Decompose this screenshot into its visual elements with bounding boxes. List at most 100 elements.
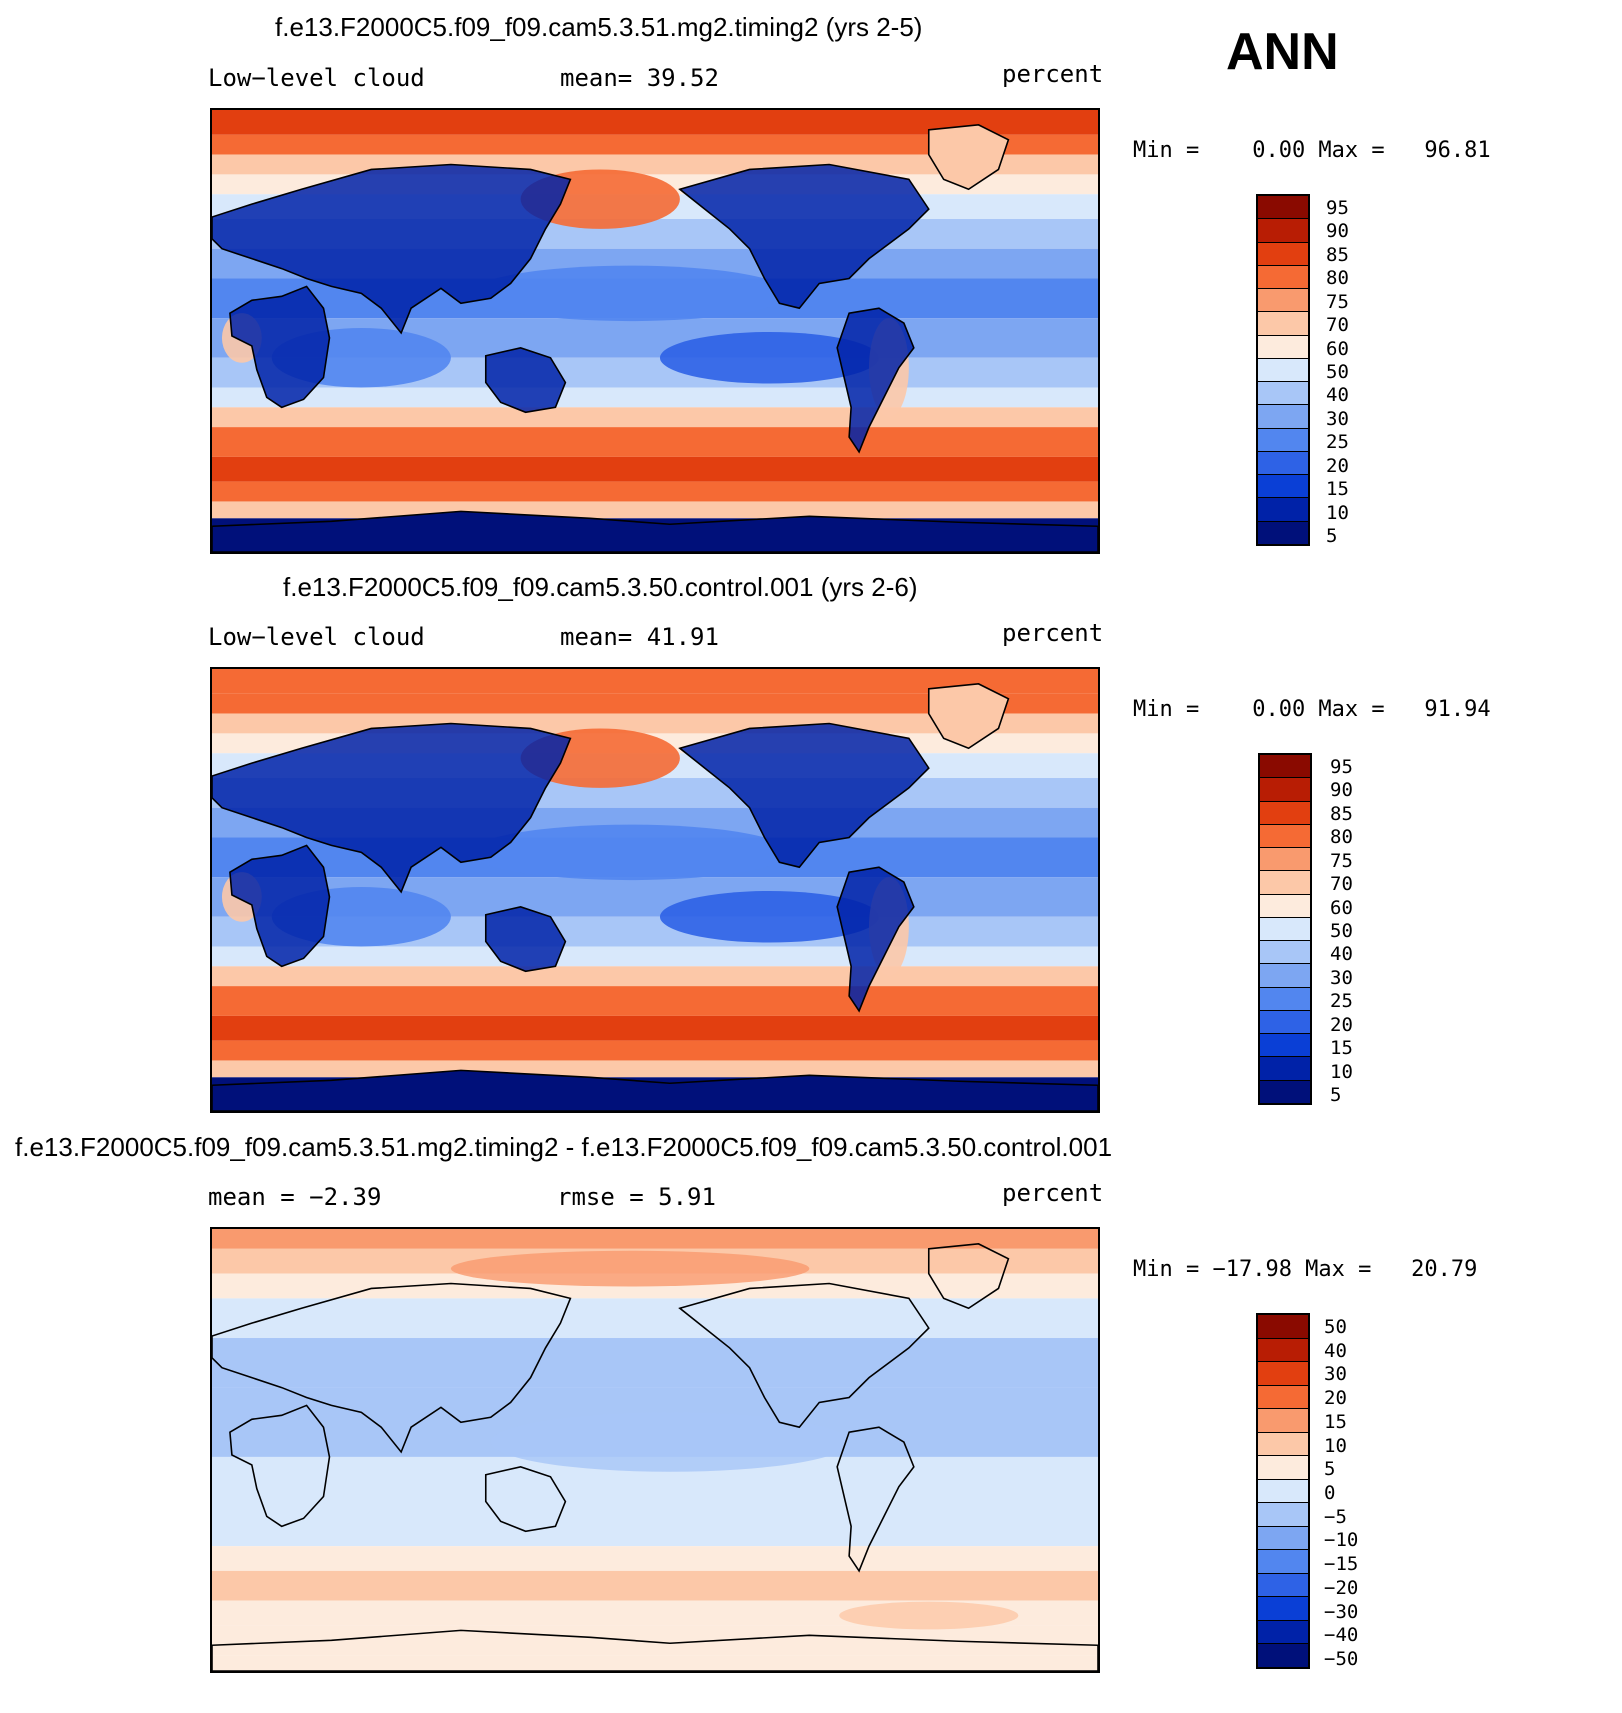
colorbar-swatch: [1258, 357, 1308, 382]
colorbar-swatch: [1260, 800, 1310, 824]
panel3-map: [210, 1227, 1100, 1673]
colorbar-swatch: [1258, 1549, 1308, 1573]
colorbar-tick-label: 85: [1326, 243, 1349, 266]
panel1-colorbar: [1256, 194, 1310, 546]
colorbar-tick-label: 0: [1324, 1482, 1336, 1504]
colorbar-swatch: [1258, 1525, 1308, 1550]
colorbar-tick-label: 70: [1326, 314, 1349, 337]
colorbar-swatch: [1258, 1502, 1308, 1526]
colorbar-tick-label: 30: [1324, 1363, 1347, 1386]
colorbar-swatch: [1260, 870, 1310, 894]
colorbar-swatch: [1260, 847, 1310, 871]
colorbar-swatch: [1260, 755, 1310, 778]
panel1-units-label: percent: [1002, 60, 1104, 88]
colorbar-swatch: [1258, 381, 1308, 405]
colorbar-tick-label: −50: [1324, 1648, 1359, 1671]
colorbar-swatch: [1258, 427, 1308, 451]
colorbar-tick-label: −5: [1324, 1505, 1347, 1528]
colorbar-tick-label: 30: [1330, 966, 1353, 989]
colorbar-tick-label: 95: [1326, 196, 1349, 219]
colorbar-swatch: [1258, 520, 1308, 544]
panel3-units-label: percent: [1002, 1179, 1104, 1207]
colorbar-tick-label: 20: [1330, 1013, 1353, 1036]
panel1-title: f.e13.F2000C5.f09_f09.cam5.3.51.mg2.timi…: [275, 12, 923, 42]
colorbar-tick-label: 95: [1330, 755, 1353, 778]
colorbar-swatch: [1258, 1455, 1308, 1479]
panel1-mean-label: mean= 39.52: [560, 64, 719, 92]
panel2-units-label: percent: [1002, 619, 1104, 647]
colorbar-tick-label: 15: [1326, 478, 1349, 501]
colorbar-swatch: [1260, 963, 1310, 987]
colorbar-swatch: [1258, 1337, 1308, 1362]
panel2-variable-label: Low−level cloud: [208, 623, 425, 651]
colorbar-swatch: [1260, 777, 1310, 801]
colorbar-swatch: [1260, 916, 1310, 941]
colorbar-swatch: [1258, 1361, 1308, 1385]
colorbar-swatch: [1258, 1431, 1308, 1456]
colorbar-tick-label: 20: [1326, 454, 1349, 477]
colorbar-tick-label: −10: [1324, 1529, 1359, 1552]
colorbar-tick-label: 20: [1324, 1387, 1347, 1410]
panel1-minmax-label: Min = 0.00 Max = 96.81: [1133, 138, 1491, 163]
colorbar-swatch: [1258, 241, 1308, 265]
colorbar-swatch: [1258, 1596, 1308, 1620]
colorbar-tick-label: 80: [1330, 826, 1353, 849]
colorbar-swatch: [1260, 1056, 1310, 1080]
colorbar-swatch: [1258, 450, 1308, 475]
colorbar-swatch: [1258, 218, 1308, 242]
colorbar-tick-label: 10: [1330, 1060, 1353, 1083]
colorbar-tick-label: 80: [1326, 267, 1349, 290]
colorbar-swatch: [1258, 497, 1308, 521]
panel1-colorbar-labels: 95 90 85 80 75 70 60 50 40 30 25 20 15 10 5: [1326, 194, 1386, 546]
colorbar-tick-label: 40: [1326, 384, 1349, 407]
colorbar-tick-label: 5: [1324, 1458, 1336, 1481]
colorbar-swatch: [1258, 1478, 1308, 1503]
colorbar-tick-label: −15: [1324, 1553, 1359, 1576]
colorbar-tick-label: 50: [1330, 920, 1353, 942]
panel3-colorbar-labels: 50 40 30 20 15 10 5 0 −5 −10 −15 −20 −30 −40 −50: [1324, 1313, 1394, 1669]
colorbar-swatch: [1260, 1033, 1310, 1057]
colorbar-tick-label: 40: [1324, 1339, 1347, 1362]
colorbar-swatch: [1258, 1619, 1308, 1644]
colorbar-tick-label: 85: [1330, 802, 1353, 825]
panel3-minmax-label: Min = −17.98 Max = 20.79: [1133, 1257, 1478, 1282]
colorbar-tick-label: 90: [1330, 779, 1353, 802]
panel3-mean-label: mean = −2.39: [208, 1183, 382, 1211]
colorbar-swatch: [1258, 196, 1308, 219]
colorbar-swatch: [1260, 940, 1310, 964]
colorbar-tick-label: 90: [1326, 220, 1349, 243]
colorbar-tick-label: 50: [1326, 361, 1349, 383]
panel1-map: [210, 108, 1100, 554]
colorbar-swatch: [1260, 986, 1310, 1010]
colorbar-tick-label: −40: [1324, 1624, 1359, 1647]
colorbar-tick-label: 15: [1330, 1037, 1353, 1060]
panel3-title: f.e13.F2000C5.f09_f09.cam5.3.51.mg2.timi…: [15, 1132, 1113, 1162]
colorbar-swatch: [1260, 823, 1310, 848]
colorbar-tick-label: 60: [1326, 337, 1349, 360]
colorbar-tick-label: 10: [1326, 501, 1349, 524]
colorbar-tick-label: 40: [1330, 943, 1353, 966]
colorbar-swatch: [1258, 1408, 1308, 1432]
panel3-rmse-label: rmse = 5.91: [557, 1183, 716, 1211]
colorbar-swatch: [1258, 264, 1308, 289]
colorbar-swatch: [1258, 288, 1308, 312]
colorbar-swatch: [1258, 1315, 1308, 1338]
colorbar-swatch: [1260, 1009, 1310, 1034]
colorbar-swatch: [1258, 311, 1308, 335]
panel2-minmax-label: Min = 0.00 Max = 91.94: [1133, 697, 1491, 722]
colorbar-tick-label: 5: [1330, 1084, 1342, 1107]
colorbar-swatch: [1258, 1384, 1308, 1409]
panel2-colorbar-labels: 95 90 85 80 75 70 60 50 40 30 25 20 15 10 5: [1330, 753, 1390, 1105]
season-label: ANN: [1226, 23, 1339, 81]
colorbar-swatch: [1258, 1572, 1308, 1597]
colorbar-tick-label: 25: [1326, 431, 1349, 454]
panel2-map: [210, 667, 1100, 1113]
colorbar-swatch: [1258, 474, 1308, 498]
panel2-colorbar: [1258, 753, 1312, 1105]
colorbar-tick-label: 10: [1324, 1434, 1347, 1457]
colorbar-tick-label: 30: [1326, 407, 1349, 430]
panel2-mean-label: mean= 41.91: [560, 623, 719, 651]
panel1-variable-label: Low−level cloud: [208, 64, 425, 92]
colorbar-tick-label: 50: [1324, 1315, 1347, 1338]
colorbar-swatch: [1258, 404, 1308, 428]
